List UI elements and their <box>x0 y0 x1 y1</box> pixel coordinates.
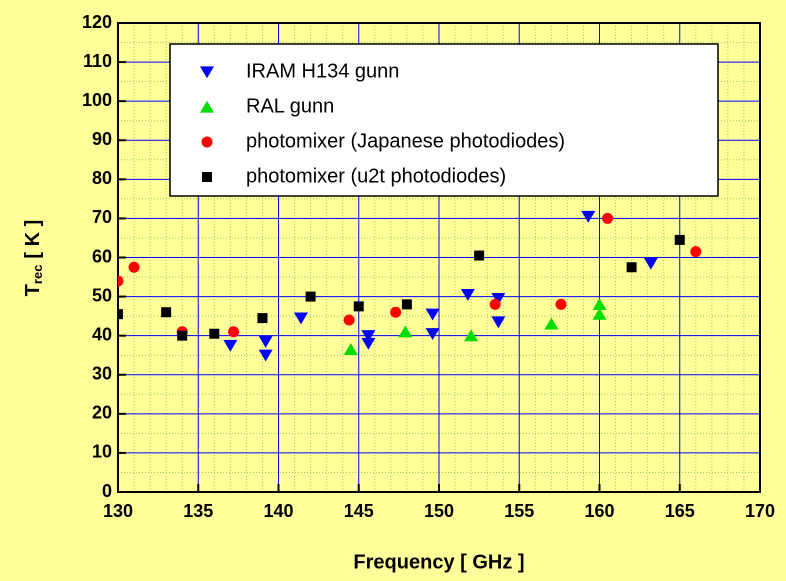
marker <box>177 330 188 341</box>
marker <box>305 291 316 302</box>
marker <box>555 298 567 310</box>
marker <box>464 329 479 342</box>
y-tick-label: 80 <box>92 168 112 188</box>
marker <box>343 314 355 326</box>
y-tick-label: 90 <box>92 129 112 149</box>
x-tick-label: 160 <box>584 501 614 521</box>
y-tick-label: 110 <box>83 51 112 71</box>
legend-label: photomixer (u2t photodiodes) <box>246 165 506 187</box>
marker <box>398 325 413 338</box>
marker <box>626 262 637 273</box>
y-tick-label: 0 <box>102 481 112 501</box>
marker <box>643 257 658 270</box>
marker <box>592 307 607 320</box>
x-tick-label: 135 <box>183 501 213 521</box>
marker <box>209 328 220 339</box>
y-tick-label: 70 <box>92 207 112 227</box>
legend-marker <box>200 66 214 79</box>
marker <box>353 301 364 312</box>
x-tick-label: 165 <box>665 501 695 521</box>
marker <box>581 210 596 223</box>
marker <box>690 246 702 258</box>
marker <box>425 328 440 341</box>
marker <box>361 337 376 350</box>
marker <box>425 308 440 321</box>
marker <box>602 212 614 224</box>
legend-marker <box>202 172 212 182</box>
marker <box>491 316 506 329</box>
y-tick-label: 50 <box>92 285 112 305</box>
marker <box>460 289 475 301</box>
x-tick-label: 145 <box>344 501 374 521</box>
marker <box>258 349 273 362</box>
y-tick-label: 10 <box>92 442 112 462</box>
marker <box>258 335 273 348</box>
marker <box>343 343 358 355</box>
marker <box>118 309 123 320</box>
y-tick-label: 20 <box>92 403 112 423</box>
x-tick-label: 150 <box>424 501 454 521</box>
marker <box>118 275 124 287</box>
marker <box>474 250 485 261</box>
y-tick-label: 30 <box>92 364 112 384</box>
legend-marker <box>201 136 213 148</box>
y-tick-label: 100 <box>82 90 112 110</box>
marker <box>489 298 501 310</box>
legend-box <box>169 43 719 197</box>
legend-label: IRAM H134 gunn <box>246 60 399 82</box>
x-tick-label: 130 <box>103 501 133 521</box>
y-tick-label: 120 <box>82 12 112 32</box>
marker <box>544 317 559 330</box>
marker <box>161 307 172 318</box>
marker <box>401 299 412 310</box>
y-tick-label: 60 <box>92 246 112 266</box>
marker <box>293 312 308 325</box>
marker <box>491 292 506 305</box>
marker <box>592 298 607 310</box>
marker <box>674 234 685 245</box>
y-axis-label: Trec [ K ] <box>22 220 45 297</box>
marker <box>223 339 238 352</box>
marker <box>257 313 268 324</box>
y-label-main: T <box>22 284 44 296</box>
plot-frame <box>117 22 761 493</box>
x-axis-label: Frequency [ GHz ] <box>353 551 524 573</box>
y-label-unit: [ K ] <box>22 220 44 259</box>
legend-marker <box>200 100 214 113</box>
marker <box>390 306 402 318</box>
legend-label: photomixer (Japanese photodiodes) <box>246 130 565 152</box>
x-tick-label: 170 <box>745 501 775 521</box>
y-label-sub: rec <box>30 265 45 285</box>
x-tick-label: 140 <box>263 501 293 521</box>
markers <box>118 210 702 362</box>
marker <box>228 326 240 338</box>
x-tick-label: 155 <box>504 501 534 521</box>
marker <box>128 261 140 273</box>
legend-label: RAL gunn <box>246 95 334 117</box>
marker <box>361 330 376 342</box>
y-tick-label: 40 <box>92 324 112 344</box>
